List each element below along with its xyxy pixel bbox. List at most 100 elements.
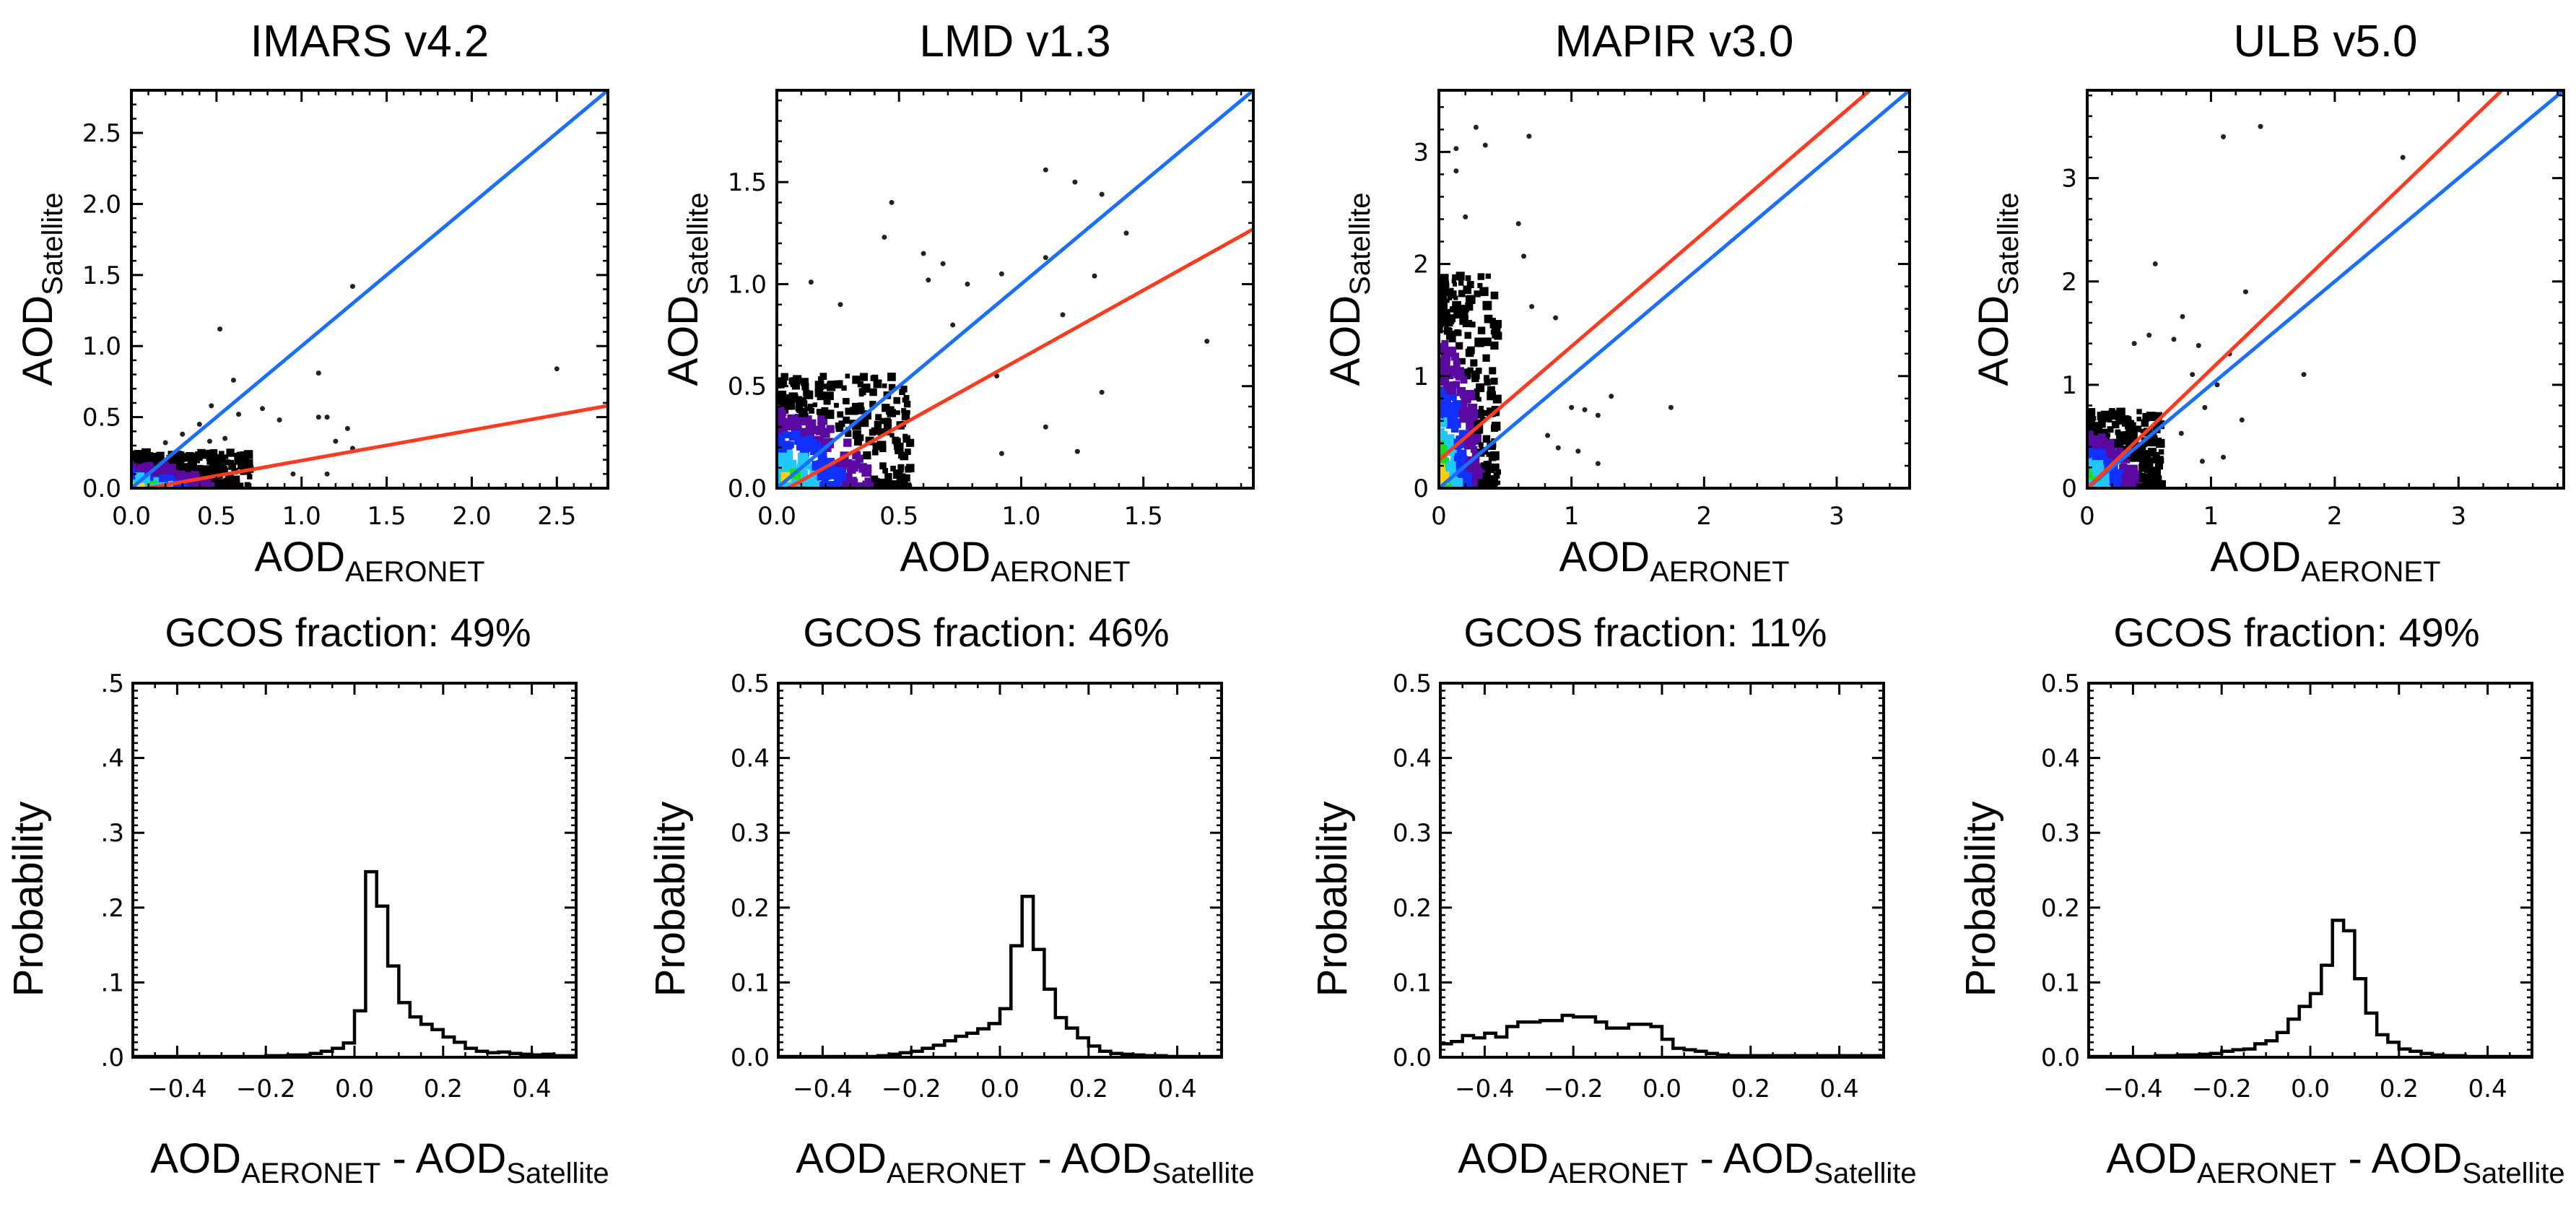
density-point: [1458, 280, 1464, 286]
density-point: [1459, 357, 1466, 365]
histogram-frame: [1439, 682, 1885, 1059]
density-point: [1483, 301, 1490, 308]
outlier-point: [180, 431, 186, 437]
histogram-bin: [454, 1042, 465, 1057]
density-point: [1441, 339, 1449, 347]
density-point: [1484, 375, 1489, 381]
histogram-bin: [377, 906, 388, 1057]
density-point: [223, 454, 229, 459]
y-axis-label-main: AOD: [14, 295, 61, 386]
y-tick-label: 2.0: [82, 190, 121, 219]
density-point: [1464, 368, 1470, 375]
density-point: [852, 460, 861, 469]
density-point: [1465, 295, 1474, 303]
histogram-bin: [432, 1030, 443, 1057]
density-point: [155, 458, 160, 463]
density-point: [1445, 383, 1457, 395]
density-point: [801, 397, 807, 402]
density-point: [228, 459, 234, 466]
x-axis-label-sub2: Satellite: [2462, 1158, 2564, 1189]
density-point: [1471, 451, 1479, 459]
x-axis-label-main: AOD: [2106, 1135, 2197, 1182]
density-point: [778, 377, 788, 387]
outlier-point: [344, 425, 350, 431]
histogram-bin: [1056, 1018, 1066, 1057]
density-point: [859, 373, 869, 381]
scatter-frame: [775, 89, 1255, 490]
outlier-point: [882, 234, 887, 240]
x-axis-label-sub: AERONET: [991, 556, 1130, 588]
density-point: [905, 409, 910, 415]
density-point: [185, 467, 191, 473]
outlier-point: [1072, 179, 1078, 185]
x-tick-label: 0.0: [1642, 1075, 1681, 1103]
density-point: [214, 479, 224, 487]
scatter-frame: [1437, 89, 1911, 490]
density-point: [797, 396, 803, 402]
density-point: [819, 409, 826, 416]
panel-title: LMD v1.3: [919, 17, 1110, 66]
y-tick-label: 0.3: [2041, 819, 2080, 848]
plot-area: [2087, 90, 2564, 488]
outlier-point: [2221, 454, 2227, 460]
density-point: [802, 484, 809, 488]
scatter-panel-1: LMD v1.30.0 0.5 1.0 1.50.00.51.01.5AODAERON…: [660, 17, 1255, 655]
outlier-point: [196, 421, 202, 427]
density-point: [860, 407, 865, 412]
density-point: [137, 454, 146, 463]
histogram-bin: [944, 1041, 955, 1057]
histogram-bin: [1562, 1015, 1573, 1057]
density-point: [2091, 435, 2101, 446]
x-axis-label-sub: AERONET: [1549, 1158, 1688, 1189]
outlier-point: [1521, 253, 1527, 259]
y-tick-label: 0.5: [82, 404, 121, 433]
density-point: [1443, 327, 1452, 335]
density-point: [858, 417, 866, 426]
density-point: [2120, 482, 2131, 488]
density-point: [1489, 475, 1498, 484]
y-axis-label: AODSatellite: [1322, 193, 1376, 386]
outlier-point: [236, 412, 241, 417]
density-point: [2105, 433, 2110, 438]
x-axis-label-main: AOD: [900, 534, 991, 581]
density-point: [2147, 435, 2154, 442]
outlier-point: [2202, 404, 2208, 410]
histogram-bin: [1077, 1038, 1088, 1057]
density-point: [816, 409, 823, 415]
y-tick-label: 0.0: [728, 474, 767, 503]
density-point: [2103, 412, 2110, 419]
density-point: [2152, 455, 2158, 460]
density-point: [1469, 321, 1476, 328]
density-point: [1455, 272, 1465, 281]
density-point: [2142, 420, 2148, 425]
y-axis-label: Probability: [647, 802, 694, 997]
x-tick-label: −0.4: [1455, 1075, 1515, 1103]
density-point: [2115, 474, 2124, 483]
density-point: [1460, 376, 1468, 384]
density-point: [1465, 303, 1474, 311]
x-axis-label-main: AOD: [2210, 534, 2301, 581]
y-tick-label: 0.0: [731, 1044, 770, 1072]
density-point: [2158, 449, 2164, 455]
outlier-point: [324, 471, 330, 477]
density-point: [788, 377, 796, 385]
density-point: [2107, 426, 2114, 433]
density-point: [799, 470, 809, 479]
density-point: [886, 406, 895, 415]
panel-title: IMARS v4.2: [251, 17, 489, 66]
x-tick-label: −0.4: [2103, 1075, 2163, 1103]
density-point: [2087, 465, 2093, 472]
plot-area: [131, 90, 608, 488]
density-point: [1439, 450, 1444, 460]
outlier-point: [1060, 312, 1066, 318]
density-point: [212, 456, 220, 464]
density-point: [2114, 412, 2123, 420]
outlier-point: [1553, 315, 1559, 321]
histogram-bin: [1044, 989, 1055, 1057]
density-point: [1456, 449, 1467, 460]
x-axis-label-main: AOD: [796, 1135, 887, 1182]
gcos-fraction-label: GCOS fraction: 46%: [803, 609, 1169, 655]
density-point: [858, 464, 867, 473]
histogram-bin: [421, 1024, 432, 1057]
histogram-bin: [1011, 946, 1022, 1057]
